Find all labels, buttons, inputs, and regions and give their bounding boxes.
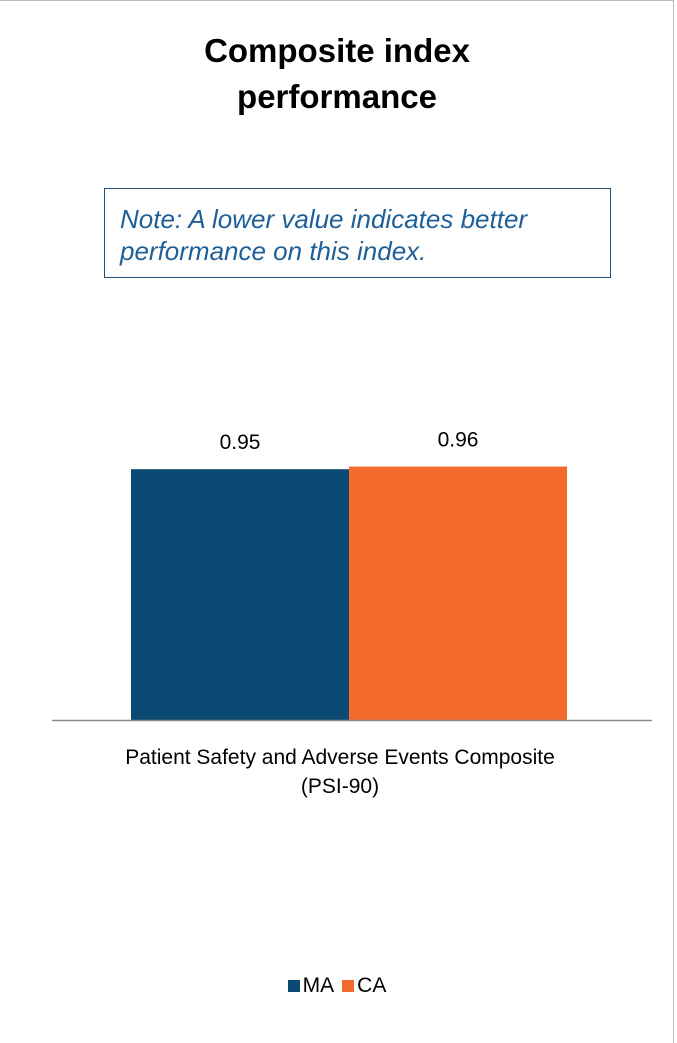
category-label-line-1: Patient Safety and Adverse Events Compos…: [125, 746, 555, 769]
legend-item-ma: MA: [287, 974, 335, 998]
data-label-ca: 0.96: [438, 429, 479, 452]
chart-title-line-2: performance: [237, 78, 437, 115]
category-label: Patient Safety and Adverse Events Compos…: [40, 743, 640, 801]
chart-title: Composite index performance: [0, 28, 674, 120]
bar-ca: [349, 466, 567, 720]
legend: MA CA: [0, 974, 674, 998]
legend-item-ca: CA: [342, 974, 386, 998]
chart-title-line-1: Composite index: [204, 32, 470, 69]
data-label-ma: 0.95: [220, 431, 261, 454]
note-line-2: performance on this index.: [120, 236, 427, 266]
note-line-1: Note: A lower value indicates better: [120, 204, 528, 234]
legend-label-ca: CA: [357, 974, 387, 997]
legend-swatch-ca: [342, 980, 355, 992]
category-label-line-2: (PSI-90): [300, 775, 380, 798]
bar-ma: [131, 469, 349, 720]
legend-swatch-ma: [287, 980, 300, 992]
note-box: Note: A lower value indicates better per…: [104, 188, 611, 278]
legend-label-ma: MA: [302, 974, 335, 997]
